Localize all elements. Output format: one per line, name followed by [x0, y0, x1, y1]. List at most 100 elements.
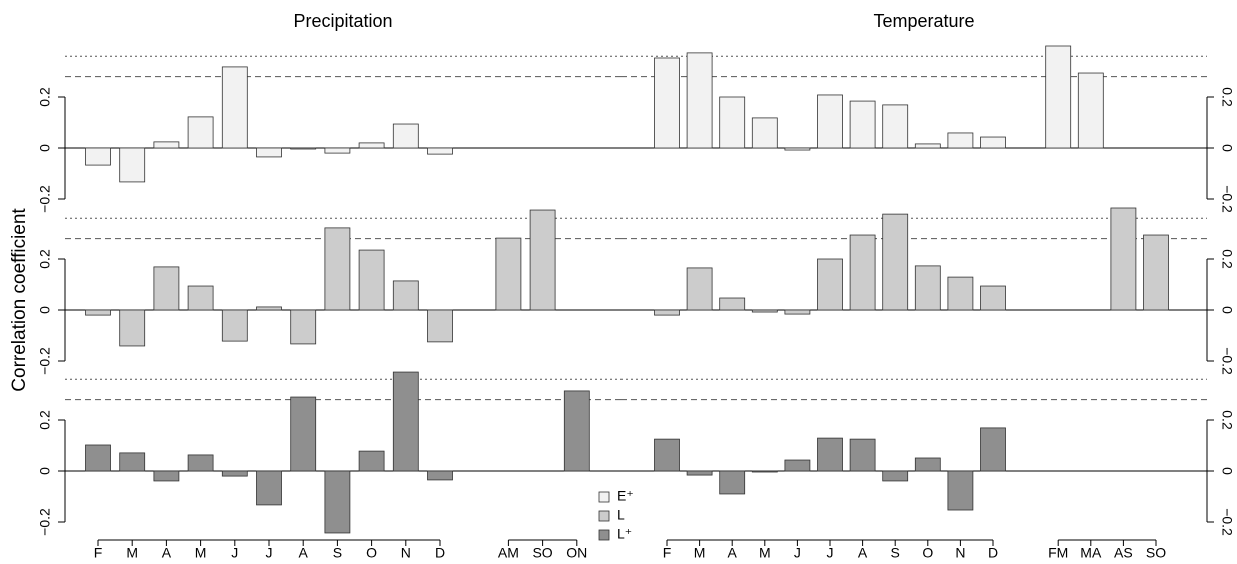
x-tick-label: AS	[1114, 545, 1133, 561]
legend-swatch	[598, 529, 610, 541]
bar	[563, 390, 590, 472]
bar	[654, 309, 680, 316]
legend-label: E⁺	[617, 488, 634, 504]
y-tick-label: 0	[1219, 144, 1235, 152]
y-tick-label: 0	[1219, 306, 1235, 314]
x-tick-label: J	[231, 545, 238, 561]
y-tick-label: 0.2	[1219, 87, 1235, 107]
x-tick-label: J	[827, 545, 834, 561]
bar	[153, 470, 180, 482]
bar	[654, 57, 680, 149]
y-tick-label: 0	[37, 467, 53, 475]
bar	[980, 136, 1006, 149]
legend-label: L⁺	[617, 526, 632, 542]
y-tick-label: 0.2	[1219, 249, 1235, 269]
bar	[817, 94, 843, 149]
bar	[324, 147, 351, 154]
x-tick-label: M	[694, 545, 706, 561]
x-tick-label: A	[728, 545, 738, 561]
bar	[392, 371, 419, 472]
bar	[686, 267, 713, 311]
bar	[817, 437, 843, 472]
bar	[1110, 207, 1137, 311]
x-tick-label: M	[126, 545, 138, 561]
bar	[290, 147, 317, 150]
bar	[221, 309, 248, 342]
x-tick-label: S	[891, 545, 900, 561]
y-tick-label: −0.2	[37, 508, 53, 536]
y-tick-label: 0.2	[37, 410, 53, 430]
bar	[85, 147, 111, 166]
bar	[719, 96, 746, 149]
bar	[849, 100, 876, 149]
x-tick-label: J	[266, 545, 273, 561]
bar	[947, 276, 974, 311]
bar	[947, 470, 974, 511]
y-tick-label: 0.2	[1219, 410, 1235, 430]
bar	[686, 470, 713, 476]
bar	[119, 452, 146, 472]
bar	[153, 141, 180, 149]
bar	[751, 470, 778, 473]
bar	[153, 266, 180, 311]
bar	[751, 309, 778, 313]
bar	[495, 237, 522, 311]
x-tick-label: N	[401, 545, 411, 561]
x-tick-label: ON	[566, 545, 587, 561]
bar	[392, 123, 419, 149]
bar	[427, 309, 453, 343]
bar	[290, 396, 317, 472]
bar	[882, 213, 909, 311]
y-axis-label: Correlation coefficient	[9, 208, 30, 392]
bar	[187, 285, 214, 311]
bar	[256, 306, 282, 311]
y-tick-label: 0	[37, 144, 53, 152]
x-tick-label: O	[366, 545, 377, 561]
bar	[817, 258, 843, 311]
x-tick-label: AM	[498, 545, 519, 561]
y-tick-label: 0.2	[37, 87, 53, 107]
x-tick-label: SO	[532, 545, 552, 561]
bar	[324, 470, 351, 534]
bar	[686, 52, 713, 149]
x-tick-label: D	[988, 545, 998, 561]
x-tick-label: J	[794, 545, 801, 561]
x-tick-label: SO	[1146, 545, 1166, 561]
x-tick-label: M	[195, 545, 207, 561]
x-tick-label: F	[94, 545, 103, 561]
x-tick-label: A	[858, 545, 868, 561]
bar	[358, 142, 385, 149]
bar	[221, 66, 248, 149]
x-tick-label: F	[663, 545, 672, 561]
bar	[290, 309, 317, 345]
x-tick-label: FM	[1048, 545, 1068, 561]
legend-swatch	[598, 510, 610, 522]
y-tick-label: −0.2	[37, 347, 53, 375]
bar	[358, 450, 385, 472]
bar	[980, 427, 1006, 472]
bar	[221, 470, 248, 477]
y-tick-label: −0.2	[1219, 347, 1235, 375]
bar	[914, 457, 941, 472]
bar	[1077, 72, 1104, 149]
panel-title: Temperature	[873, 11, 974, 31]
bar	[849, 438, 876, 472]
bar	[1143, 234, 1169, 311]
bar	[119, 309, 146, 347]
x-tick-label: O	[922, 545, 933, 561]
x-tick-label: A	[162, 545, 172, 561]
bar	[427, 470, 453, 481]
x-tick-label: A	[299, 545, 309, 561]
bar	[187, 116, 214, 149]
bar	[529, 209, 556, 311]
bar	[85, 309, 111, 316]
bar	[1045, 45, 1072, 149]
bar	[324, 227, 351, 311]
bar	[914, 143, 941, 149]
y-tick-label: −0.2	[37, 185, 53, 213]
y-tick-label: −0.2	[1219, 508, 1235, 536]
bar	[882, 470, 909, 482]
bar	[392, 280, 419, 311]
